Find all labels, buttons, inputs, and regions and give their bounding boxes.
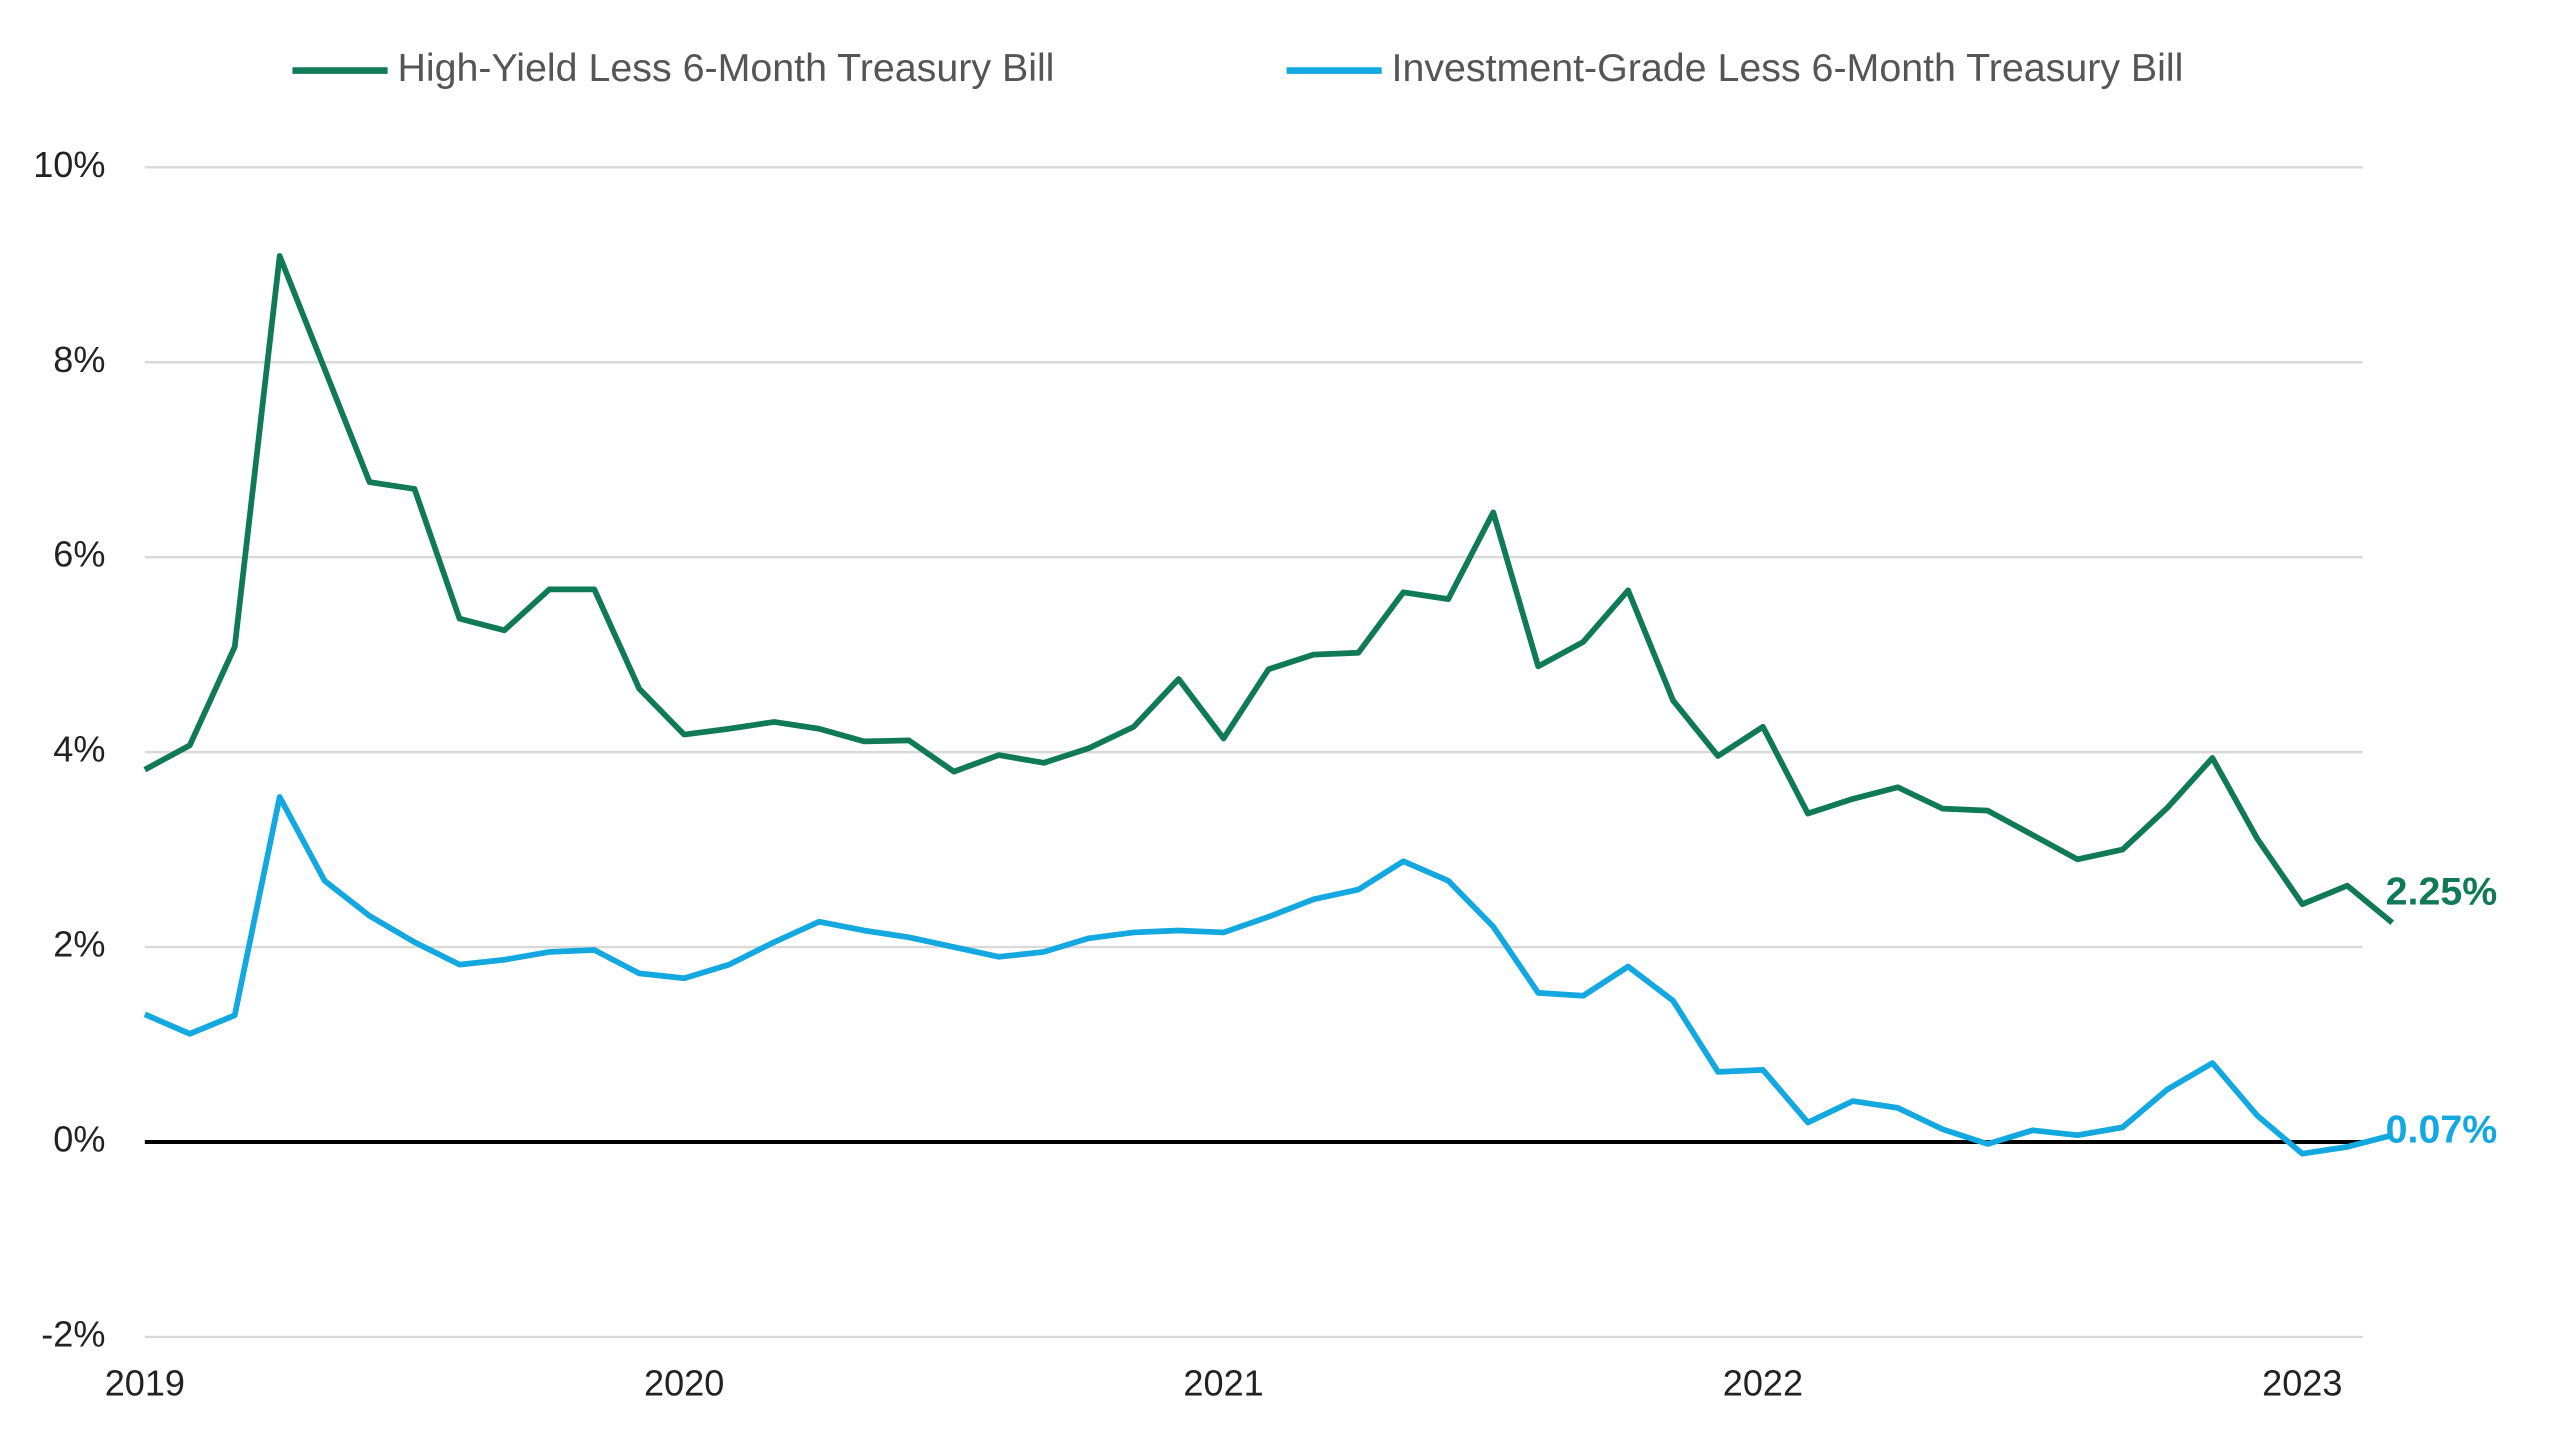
series-line <box>143 253 2395 925</box>
y-tick-label: 0% <box>53 1119 105 1160</box>
value-label: 0.07% <box>2386 1107 2498 1151</box>
x-tick-label: 2023 <box>2262 1363 2342 1404</box>
x-tick-label: 2021 <box>1183 1363 1263 1404</box>
x-tick-label: 2019 <box>105 1363 185 1404</box>
y-tick-label: 10% <box>33 144 105 185</box>
y-tick-label: 6% <box>53 534 105 575</box>
legend-label: Investment-Grade Less 6-Month Treasury B… <box>1392 46 2184 90</box>
y-tick-label: 4% <box>53 729 105 770</box>
x-tick-label: 2020 <box>644 1363 724 1404</box>
value-label: 2.25% <box>2386 869 2498 913</box>
y-tick-label: 8% <box>53 339 105 380</box>
y-tick-label: -2% <box>41 1313 105 1354</box>
series-line <box>143 794 2393 1157</box>
legend-label: High-Yield Less 6-Month Treasury Bill <box>397 46 1054 90</box>
y-tick-label: 2% <box>53 924 105 965</box>
x-tick-label: 2022 <box>1723 1363 1803 1404</box>
